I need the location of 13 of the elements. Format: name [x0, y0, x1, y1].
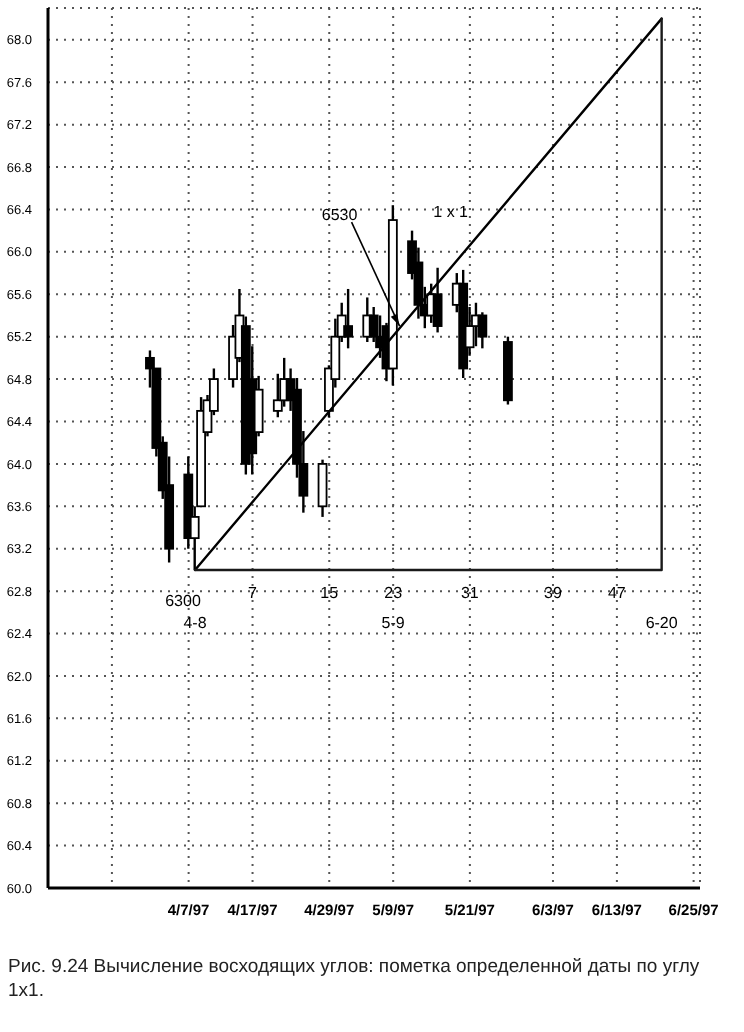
annotation: 4-8	[183, 613, 208, 632]
annotation: 5-9	[381, 613, 406, 632]
annotation: 1 x 1	[433, 202, 470, 221]
annotation: 23	[384, 583, 404, 602]
annotation: 6300	[165, 591, 202, 610]
annotation: 47	[608, 583, 627, 602]
annotation: 7	[248, 583, 259, 602]
annotation: 39	[544, 583, 563, 602]
annotation: 6-20	[645, 613, 679, 632]
annotation: 15	[320, 583, 340, 602]
annotation: 31	[460, 583, 480, 602]
text: Рис. 9.24 Вычисление восходящих углов: пометка определенной даты по углу 1x1.	[8, 956, 702, 1004]
annotation: 6530	[321, 206, 359, 225]
